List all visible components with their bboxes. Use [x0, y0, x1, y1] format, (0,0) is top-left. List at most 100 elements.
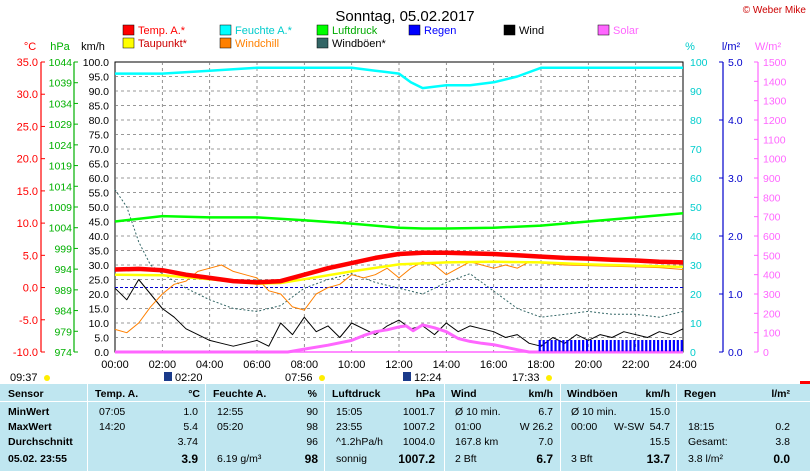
rain-bar: [637, 340, 640, 352]
tick-label-humid: 40: [690, 231, 702, 243]
rain-bar: [558, 340, 561, 352]
table-cell: 0.0: [773, 452, 790, 466]
tick-label-speed: 5.0: [94, 333, 109, 345]
table-separator: [205, 384, 206, 471]
rain-bar: [562, 340, 565, 352]
rain-bar: [601, 340, 604, 352]
table-cell: 54.7: [649, 421, 670, 433]
sun-icon: [319, 375, 325, 381]
tick-label-speed: 85.0: [89, 101, 110, 113]
rain-bar: [676, 340, 679, 352]
table-cell: 3.74: [177, 436, 198, 448]
tick-label-rain: 2.0: [728, 231, 743, 243]
row-label: MaxWert: [8, 421, 52, 433]
rain-bar: [542, 340, 545, 352]
tick-label-humid: 30: [690, 260, 702, 272]
legend-label: Feuchte A.*: [235, 25, 293, 37]
legend: Temp. A.* Feuchte A.* Luftdruck Taupunkt* Wi…: [122, 24, 639, 50]
table-cell: 7.0: [538, 436, 553, 448]
tick-label-solar: 500: [763, 250, 781, 262]
table-cell: Gesamt:: [688, 436, 728, 448]
rain-bar: [546, 340, 549, 352]
legend-label: Windböen*: [332, 38, 387, 50]
tick-label-press: 979: [54, 326, 72, 338]
legend-label: Regen: [424, 25, 456, 37]
rain-bar: [593, 340, 597, 352]
table-separator: [444, 384, 445, 471]
tick-label-speed: 0.0: [94, 347, 109, 359]
axes: 35.0 30.0 25.0 20.0 15.0 10.0 5.0 0.0 -5.0 -10.0 °…: [13, 41, 787, 371]
table-header: km/h: [645, 388, 670, 400]
table-separator: [560, 384, 561, 471]
marker-time: 12:24: [414, 372, 442, 384]
table-cell: 05:20: [217, 421, 244, 433]
table-cell: 98: [304, 452, 318, 466]
axis-label-speed: km/h: [81, 41, 105, 53]
tick-label-temp: 25.0: [17, 121, 38, 133]
table-separator: [87, 384, 88, 471]
rain-bar: [538, 340, 541, 352]
rain-bar: [578, 340, 581, 352]
sun-icon: [44, 375, 50, 381]
tick-label-rain: 4.0: [728, 115, 743, 127]
table-cell: 07:05: [99, 406, 126, 418]
tick-label-humid: 100: [690, 57, 708, 69]
tick-label-solar: 800: [763, 192, 781, 204]
tick-label-press: 989: [54, 285, 72, 297]
table-cell: 6.19 g/m³: [217, 453, 262, 465]
tick-label-humid: 10: [690, 318, 702, 330]
table-cell: 1004.0: [402, 436, 435, 448]
table-cell: 6.7: [538, 406, 553, 418]
rain-bar: [574, 340, 577, 352]
cropped-bar: [800, 381, 810, 384]
table-cell: 15.5: [649, 436, 670, 448]
tick-label-press: 984: [54, 306, 72, 318]
table-cell: 90: [306, 406, 318, 418]
rain-bar: [653, 340, 656, 352]
table-header: Regen: [684, 388, 717, 400]
table-header: Wind: [451, 388, 477, 400]
rain-bar: [570, 340, 573, 352]
table-header: km/h: [528, 388, 553, 400]
axis-label-humid: %: [685, 41, 695, 53]
table-cell: 2 Bft: [455, 453, 477, 465]
table-cell: 1007.2: [402, 421, 435, 433]
tick-label-press: 1009: [49, 202, 73, 214]
tick-label-temp: -5.0: [19, 315, 38, 327]
rain-bar: [672, 340, 675, 352]
x-tick-label: 14:00: [433, 359, 461, 371]
legend-swatch: [597, 24, 610, 36]
tick-label-speed: 100.0: [83, 57, 109, 69]
table-cell: 15.0: [649, 406, 670, 418]
tick-label-solar: 900: [763, 173, 781, 185]
tick-label-humid: 70: [690, 144, 702, 156]
x-tick-label: 12:00: [385, 359, 413, 371]
legend-swatch: [122, 37, 135, 49]
legend-swatch: [408, 24, 421, 36]
table-separator: [0, 401, 810, 402]
tick-label-solar: 0: [763, 347, 769, 359]
tick-label-solar: 700: [763, 212, 781, 224]
x-tick-label: 20:00: [575, 359, 603, 371]
tick-label-speed: 65.0: [89, 159, 110, 171]
tick-label-solar: 1100: [763, 134, 786, 146]
tick-label-press: 999: [54, 243, 72, 255]
tick-label-speed: 80.0: [89, 115, 110, 127]
x-tick-label: 06:00: [243, 359, 271, 371]
tick-label-press: 994: [54, 264, 72, 276]
table-cell: W-SW: [614, 421, 645, 433]
moon-icon: [164, 372, 172, 381]
table-cell: 1001.7: [402, 406, 435, 418]
legend-label: Taupunkt*: [138, 38, 188, 50]
rain-bar: [645, 340, 648, 352]
x-tick-label: 24:00: [669, 359, 697, 371]
tick-label-speed: 35.0: [89, 246, 110, 258]
rain-bar: [597, 340, 601, 352]
tick-label-humid: 50: [690, 202, 702, 214]
tick-label-press: 1039: [49, 78, 73, 90]
rain-bar: [566, 340, 569, 352]
series-line: [114, 279, 684, 347]
tick-label-speed: 90.0: [89, 86, 110, 98]
rain-bar: [613, 340, 616, 352]
rain-bar: [605, 340, 608, 352]
